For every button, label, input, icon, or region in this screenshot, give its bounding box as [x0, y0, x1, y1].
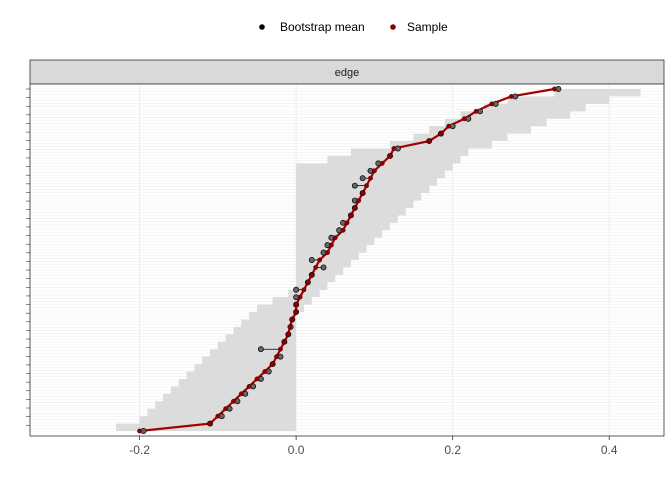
sample-point — [379, 160, 385, 166]
sample-point — [446, 123, 452, 129]
sample-point — [297, 294, 303, 300]
facet-strip-background — [29, 59, 665, 85]
sample-point — [309, 272, 315, 278]
sample-point — [289, 317, 295, 322]
sample-point — [364, 183, 370, 189]
sample-point — [461, 116, 467, 122]
sample-point — [387, 153, 393, 159]
bootstrap-mean-point — [293, 286, 300, 293]
sample-point — [317, 257, 323, 263]
sample-point — [278, 346, 283, 352]
sample-points — [137, 86, 557, 434]
facet-strip: edge — [29, 59, 665, 85]
x-tick-label: 0.2 — [444, 443, 461, 457]
sample-point — [254, 376, 260, 382]
sample-point — [274, 354, 280, 360]
sample-point — [473, 108, 479, 114]
sample-point — [231, 398, 236, 404]
sample-point — [324, 250, 330, 256]
sample-point — [270, 361, 276, 367]
panel-border — [29, 83, 665, 437]
sample-point — [508, 93, 514, 99]
sample-point — [223, 406, 229, 412]
sample-point — [262, 369, 268, 374]
bootstrap-ci-ribbon — [69, 89, 641, 431]
x-tick-label: 0.0 — [288, 443, 305, 457]
bootstrap-mean-point — [320, 264, 327, 271]
legend-sample-label: Sample — [407, 20, 448, 34]
legend-sample-key — [390, 24, 396, 30]
legend-bootstrap-mean-key — [259, 24, 265, 30]
facet-strip-label: edge — [335, 67, 359, 79]
sample-point — [293, 302, 299, 308]
sample-point — [238, 391, 244, 397]
sample-point — [207, 421, 213, 427]
y-axis-ticks — [26, 88, 30, 426]
bootstrap-mean-point — [308, 257, 315, 263]
sample-point — [426, 138, 432, 144]
sample-point — [438, 131, 444, 137]
sample-point — [348, 212, 354, 218]
bootstrap-mean-point — [351, 182, 358, 189]
x-tick-label: -0.2 — [129, 443, 150, 457]
sample-point — [551, 86, 557, 92]
sample-point — [352, 205, 358, 211]
sample-point — [137, 428, 143, 434]
sample-point — [305, 279, 311, 285]
x-tick-label: 0.4 — [601, 443, 618, 457]
sample-point — [332, 235, 338, 241]
legend: Bootstrap mean Sample — [259, 20, 448, 34]
sample-point — [287, 324, 293, 330]
sample-point — [371, 168, 377, 174]
sample-point — [391, 146, 397, 151]
sample-point — [489, 101, 495, 107]
sample-point — [344, 220, 350, 226]
sample-point — [301, 287, 307, 293]
sample-point — [293, 309, 299, 315]
sample-point — [215, 413, 221, 419]
sample-point — [360, 190, 366, 196]
sample-point — [281, 339, 287, 345]
sample-point — [368, 175, 373, 181]
sample-point — [340, 227, 346, 233]
sample-point — [356, 198, 362, 203]
sample-point — [328, 242, 334, 248]
sample-point — [313, 264, 319, 270]
x-axis: -0.2 0.0 0.2 0.4 — [129, 436, 618, 457]
legend-bootstrap-mean-label: Bootstrap mean — [280, 20, 365, 34]
sample-point — [285, 331, 291, 337]
bootstrap-mean-point — [359, 175, 366, 182]
sample-point — [246, 383, 252, 389]
bootstrap-mean-point — [257, 346, 264, 353]
